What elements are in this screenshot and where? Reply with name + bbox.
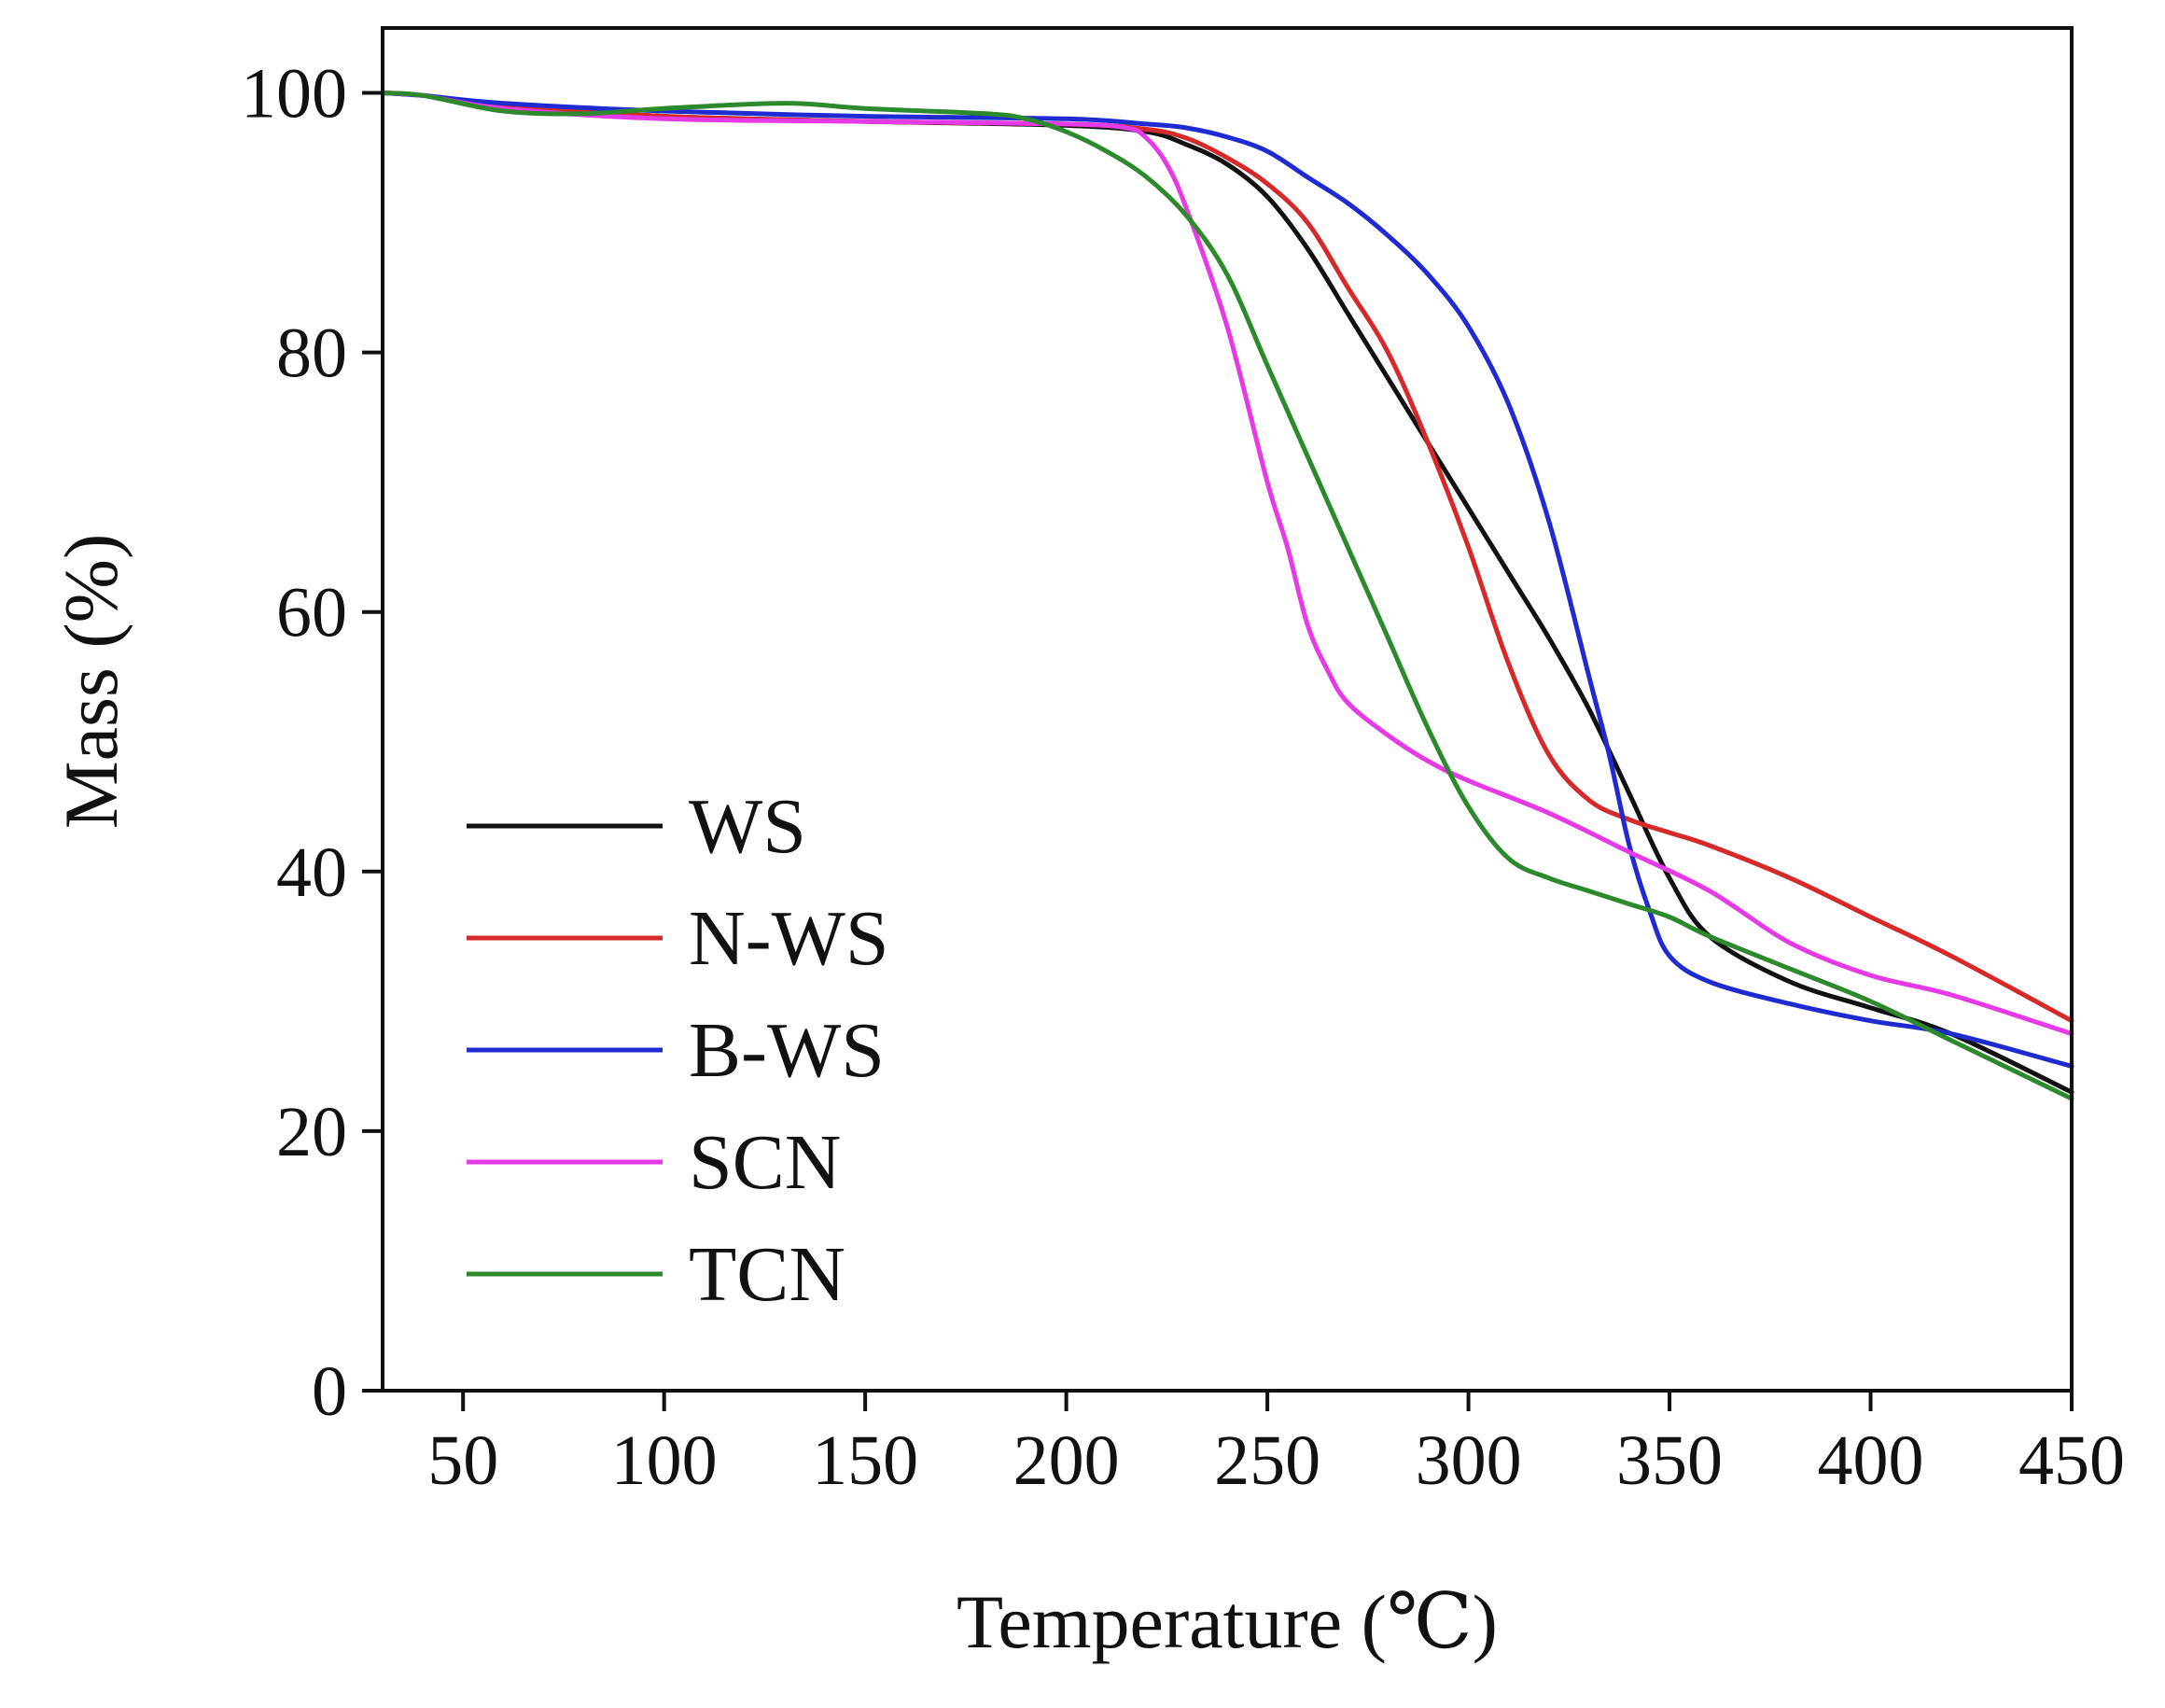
legend: WS N-WS B-WS SCN TCN <box>467 783 889 1318</box>
x-axis-title: Temperature (℃) <box>957 1579 1498 1664</box>
series-line-ws <box>380 91 2074 1095</box>
legend-label-ws: WS <box>689 783 806 870</box>
y-tick-label: 60 <box>276 574 347 652</box>
legend-label-tcn: TCN <box>689 1231 845 1318</box>
legend-label-n-ws: N-WS <box>689 895 889 982</box>
x-tick-label: 300 <box>1416 1421 1522 1500</box>
y-tick-label: 100 <box>241 55 347 133</box>
series-layer <box>380 91 2074 1101</box>
x-tick-label: 100 <box>611 1421 718 1500</box>
x-tick-label: 150 <box>812 1421 918 1500</box>
x-tick-label: 400 <box>1818 1421 1924 1500</box>
x-tick-label: 200 <box>1013 1421 1120 1500</box>
y-tick-label: 20 <box>276 1093 347 1171</box>
series-line-scn <box>380 91 2074 1037</box>
plot-frame <box>381 26 2074 1393</box>
series-line-n-ws <box>380 91 2074 1024</box>
y-tick-label: 80 <box>276 315 347 393</box>
x-tick-label: 350 <box>1616 1421 1723 1500</box>
y-tick-label: 0 <box>312 1352 347 1431</box>
x-tick-label: 50 <box>427 1421 498 1500</box>
y-axis-title: Mass (%) <box>49 534 133 830</box>
axis-layer: 50 100 150 200 250 300 350 400 450 0 20 40 60 80 100 <box>241 55 2125 1500</box>
y-tick-label: 40 <box>276 833 347 912</box>
legend-label-scn: SCN <box>689 1119 841 1206</box>
x-tick-label: 450 <box>2018 1421 2125 1500</box>
series-line-b-ws <box>380 91 2074 1069</box>
series-line-tcn <box>380 91 2074 1101</box>
legend-label-b-ws: B-WS <box>689 1007 885 1094</box>
x-tick-label: 250 <box>1214 1421 1320 1500</box>
